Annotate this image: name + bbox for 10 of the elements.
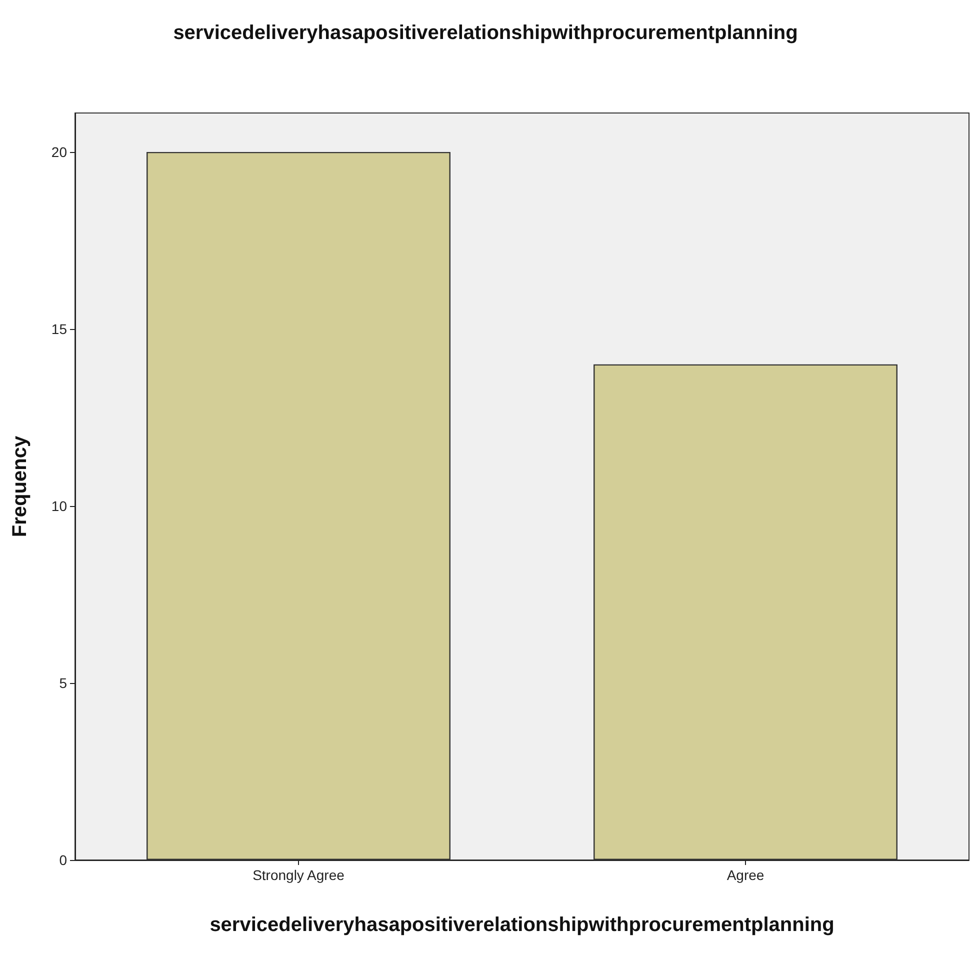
x-tick-label: Agree bbox=[726, 867, 764, 883]
y-tick-label: 15 bbox=[51, 320, 68, 337]
y-tick-label: 0 bbox=[59, 852, 68, 868]
y-axis-title: Frequency bbox=[9, 435, 31, 538]
x-tick-label: Strongly Agree bbox=[252, 867, 345, 883]
y-tick-label: 5 bbox=[59, 674, 68, 691]
x-axis-title: servicedeliveryhasapositiverelationshipwithprocurementplanning bbox=[210, 914, 834, 936]
chart-title: servicedeliveryhasapositiverelationshipwithprocurementplanning bbox=[173, 22, 798, 44]
y-tick-label: 20 bbox=[51, 144, 68, 160]
y-tick-label: 10 bbox=[51, 498, 68, 514]
